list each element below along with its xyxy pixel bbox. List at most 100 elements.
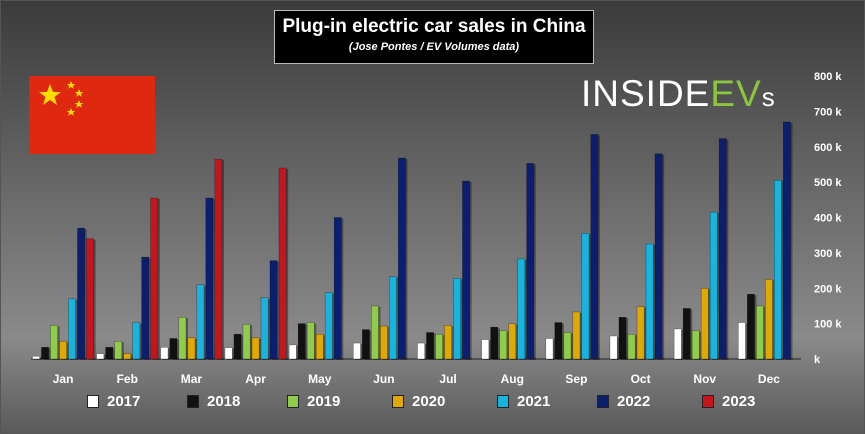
bar-2020-Aug [508, 323, 517, 360]
bar-2018-Apr [233, 333, 242, 360]
bar-2018-Nov [682, 308, 691, 360]
bar-2020-Jun [380, 325, 388, 360]
y-tick-label: 800 k [814, 71, 842, 83]
bar-2017-May [288, 344, 297, 360]
y-tick-label: 200 k [814, 283, 842, 295]
legend-item-2018: 2018 [187, 393, 240, 410]
bar-2020-May [315, 333, 324, 360]
x-tick-label: Mar [181, 372, 203, 386]
legend-label: 2023 [722, 393, 756, 410]
x-tick-label: Aug [501, 372, 524, 386]
bar-2018-Jul [426, 332, 434, 360]
logo-text-s: s [761, 82, 776, 112]
bar-2019-Sep [563, 332, 572, 360]
bar-2020-Sep [572, 311, 581, 360]
legend-swatch [87, 395, 99, 408]
bar-2018-Feb [105, 347, 114, 360]
bar-2020-Apr [251, 337, 260, 360]
bar-2021-Feb [132, 322, 141, 360]
bar-2018-Aug [490, 326, 499, 360]
bar-2017-Apr [224, 347, 233, 360]
insideevs-logo: INSIDEEVs [581, 73, 776, 115]
bar-2018-Jan [41, 347, 49, 360]
x-tick-label: Oct [631, 372, 651, 386]
x-tick-label: Nov [693, 372, 716, 386]
bar-2020-Jan [59, 341, 67, 360]
bar-2019-May [306, 322, 315, 360]
bar-2019-Jun [371, 305, 379, 360]
bar-2022-Sep [590, 134, 599, 360]
legend-label: 2022 [617, 393, 651, 410]
chart-title: Plug-in electric car sales in China [282, 16, 586, 37]
bar-2020-Dec [765, 279, 773, 360]
y-tick-label: 500 k [814, 177, 842, 189]
bar-2019-Nov [691, 330, 700, 360]
bar-2022-Apr [269, 260, 278, 360]
bar-2017-Sep [545, 338, 554, 360]
x-tick-label: Sep [565, 372, 587, 386]
bar-2022-Jan [77, 227, 85, 360]
bar-2023-Feb [150, 197, 159, 360]
bar-2022-Jun [398, 157, 406, 360]
bar-2019-Jan [50, 325, 58, 360]
legend-swatch [702, 395, 714, 408]
bar-2019-Mar [178, 317, 187, 360]
x-tick-label: Feb [117, 372, 138, 386]
legend-swatch [597, 395, 609, 408]
bar-2017-Jul [417, 342, 425, 360]
bar-2020-Feb [123, 353, 132, 360]
bar-2019-Dec [756, 305, 764, 360]
y-tick-label: 100 k [814, 319, 842, 331]
bar-2021-Sep [581, 233, 590, 360]
title-box: Plug-in electric car sales in China (Jos… [274, 10, 594, 64]
bar-2022-Mar [205, 197, 214, 360]
bar-2018-Mar [169, 338, 178, 360]
x-tick-label: Jun [373, 372, 394, 386]
bar-2018-May [297, 323, 306, 360]
bar-2017-Jun [353, 342, 361, 360]
x-tick-label: Jul [439, 372, 456, 386]
bar-2017-Aug [481, 339, 490, 360]
bar-2017-Oct [609, 335, 618, 360]
bar-2017-Nov [673, 328, 682, 360]
bar-2021-May [324, 292, 333, 360]
bar-2022-Feb [141, 256, 150, 360]
legend-swatch [287, 395, 299, 408]
y-tick-label: k [814, 354, 821, 366]
x-tick-label: May [308, 372, 332, 386]
legend-item-2023: 2023 [702, 393, 755, 410]
legend-label: 2020 [412, 393, 446, 410]
bar-2019-Jul [435, 333, 443, 360]
y-tick-label: 300 k [814, 248, 842, 260]
bar-2021-Aug [517, 258, 526, 360]
bar-2018-Jun [362, 329, 370, 360]
bar-2023-Apr [278, 167, 287, 360]
bar-2021-Apr [260, 297, 269, 360]
bar-2023-Mar [214, 158, 223, 360]
legend-label: 2019 [307, 393, 341, 410]
chart-subtitle: (Jose Pontes / EV Volumes data) [348, 41, 520, 53]
bar-2017-Mar [160, 347, 169, 360]
bar-2022-Jul [462, 180, 470, 360]
bar-2023-Jan [86, 238, 94, 360]
bar-2020-Oct [636, 306, 645, 360]
legend-item-2019: 2019 [287, 393, 340, 410]
bar-2021-Nov [709, 211, 718, 360]
bar-2017-Feb [96, 353, 105, 360]
bar-2022-Nov [718, 138, 727, 360]
bar-2022-Aug [526, 163, 535, 360]
bar-2018-Sep [554, 322, 563, 360]
legend-item-2022: 2022 [597, 393, 650, 410]
legend-label: 2017 [107, 393, 141, 410]
bar-2021-Jul [453, 278, 461, 360]
legend-swatch [392, 395, 404, 408]
legend-swatch [497, 395, 509, 408]
bar-2022-Oct [654, 153, 663, 360]
bar-2019-Feb [114, 341, 123, 360]
bar-2021-Dec [774, 180, 782, 360]
y-tick-label: 600 k [814, 142, 842, 154]
bar-2019-Aug [499, 330, 508, 360]
bar-2019-Apr [242, 324, 251, 360]
legend-label: 2021 [517, 393, 551, 410]
